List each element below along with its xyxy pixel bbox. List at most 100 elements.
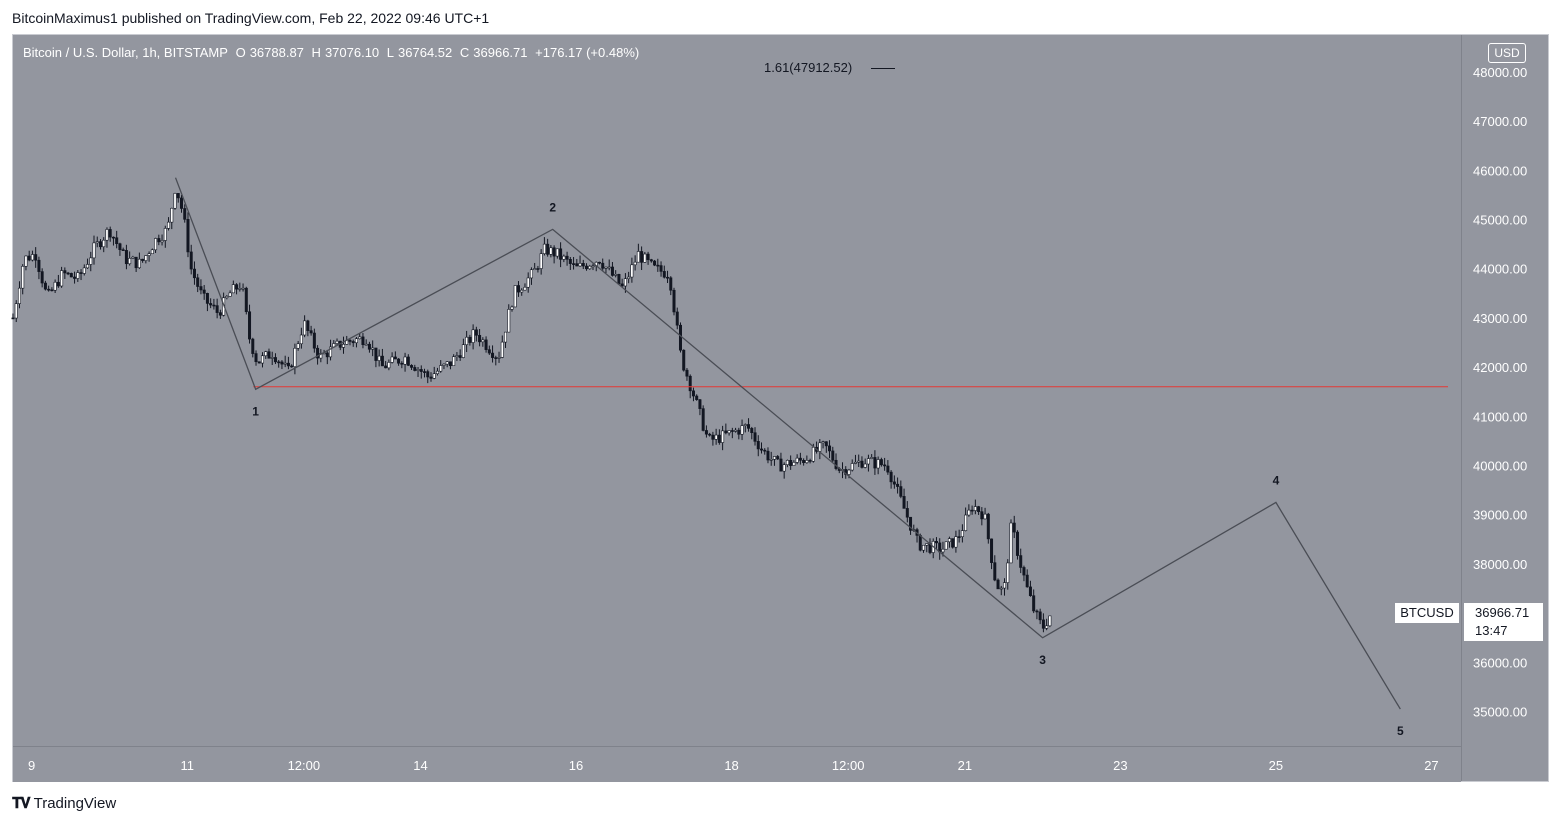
candle-body xyxy=(218,312,222,316)
candle-body xyxy=(763,449,767,452)
currency-badge[interactable]: USD xyxy=(1488,43,1526,63)
time-tick-label: 14 xyxy=(413,758,427,773)
candle-body xyxy=(209,303,213,306)
candle-body xyxy=(312,332,316,349)
candle-body xyxy=(205,293,209,304)
candle-body xyxy=(808,460,812,462)
candle-body xyxy=(348,339,352,342)
candle-body xyxy=(309,330,313,334)
candle-body xyxy=(507,309,511,333)
candle-body xyxy=(785,460,789,465)
candle-body xyxy=(743,424,747,426)
candle-body xyxy=(610,266,614,276)
candle-body xyxy=(727,430,731,434)
candle-body xyxy=(95,241,99,244)
candle-body xyxy=(902,496,906,509)
candle-body xyxy=(640,251,644,263)
candle-body xyxy=(491,352,495,358)
candle-body xyxy=(231,284,235,294)
candle-body xyxy=(277,361,281,364)
axis-corner xyxy=(1461,746,1548,781)
candle-body xyxy=(572,263,576,265)
candle-body xyxy=(604,266,608,269)
price-tick-label: 42000.00 xyxy=(1473,360,1527,375)
price-tick-label: 47000.00 xyxy=(1473,114,1527,129)
candle-body xyxy=(863,463,867,468)
candle-body xyxy=(899,486,903,497)
candle-body xyxy=(306,320,310,331)
candle-body xyxy=(419,369,423,372)
wave-label-5: 5 xyxy=(1397,724,1404,738)
candle-body xyxy=(649,259,653,262)
symbol-title[interactable]: Bitcoin / U.S. Dollar, 1h, BITSTAMP xyxy=(23,45,228,60)
candle-body xyxy=(857,460,861,463)
candle-body xyxy=(76,272,80,279)
candle-body xyxy=(199,286,203,291)
candle-body xyxy=(711,434,715,440)
candle-body xyxy=(260,355,264,364)
candle-body xyxy=(578,263,582,267)
time-tick-label: 12:00 xyxy=(832,758,865,773)
candle-body xyxy=(244,287,248,313)
candle-body xyxy=(766,450,770,461)
candle-body xyxy=(157,238,161,243)
footer-brand[interactable]: 𝐓𝐕 TradingView xyxy=(12,795,116,812)
candle-body xyxy=(183,208,187,220)
candle-body xyxy=(500,341,504,358)
candle-body xyxy=(196,277,200,287)
time-tick-label: 11 xyxy=(180,758,194,773)
candle-body xyxy=(850,463,854,471)
ohlc-legend: Bitcoin / U.S. Dollar, 1h, BITSTAMP O 367… xyxy=(23,45,643,60)
candle-body xyxy=(241,287,245,290)
candle-body xyxy=(585,265,589,270)
last-price: 36966.71 xyxy=(1475,605,1530,620)
candle-body xyxy=(721,430,725,443)
plot-area[interactable] xyxy=(13,35,1461,746)
time-tick-label: 12:00 xyxy=(288,758,321,773)
candle-body xyxy=(270,357,274,359)
price-tick-label: 41000.00 xyxy=(1473,409,1527,424)
candle-body xyxy=(303,320,307,336)
price-tick-label: 36000.00 xyxy=(1473,655,1527,670)
candle-body xyxy=(889,471,893,483)
candle-body xyxy=(1015,531,1019,556)
candle-body xyxy=(73,276,77,279)
candle-body xyxy=(478,334,482,343)
price-tick-label: 45000.00 xyxy=(1473,213,1527,228)
candle-body xyxy=(1025,574,1029,588)
candle-body xyxy=(296,343,300,349)
close-key: C xyxy=(459,45,470,60)
candle-body xyxy=(798,457,802,461)
candle-body xyxy=(410,365,414,368)
candle-body xyxy=(516,285,520,293)
candle-body xyxy=(351,341,355,344)
candle-body xyxy=(909,516,913,531)
candle-body xyxy=(471,329,475,343)
candle-body xyxy=(986,513,990,540)
candle-body xyxy=(40,271,44,284)
low-value: 36764.52 xyxy=(398,45,453,60)
candle-body xyxy=(176,193,180,199)
candle-body xyxy=(669,277,673,291)
candle-body xyxy=(789,460,793,466)
candle-body xyxy=(354,338,358,344)
candle-body xyxy=(575,263,579,267)
candle-body xyxy=(413,367,417,371)
candle-body xyxy=(542,243,546,254)
candle-body xyxy=(824,441,828,447)
candle-body xyxy=(1006,562,1010,583)
candle-body xyxy=(734,429,738,432)
price-tick-label: 43000.00 xyxy=(1473,311,1527,326)
time-axis[interactable] xyxy=(13,746,1461,782)
candle-body xyxy=(384,365,388,369)
candle-body xyxy=(620,283,624,287)
candle-body xyxy=(983,513,987,520)
candle-body xyxy=(980,511,984,520)
candle-body xyxy=(714,434,718,440)
candle-body xyxy=(329,346,333,358)
candle-body xyxy=(299,334,303,345)
candle-body xyxy=(691,390,695,397)
candle-body xyxy=(636,251,640,263)
open-value: 36788.87 xyxy=(249,45,304,60)
candle-body xyxy=(973,506,977,511)
